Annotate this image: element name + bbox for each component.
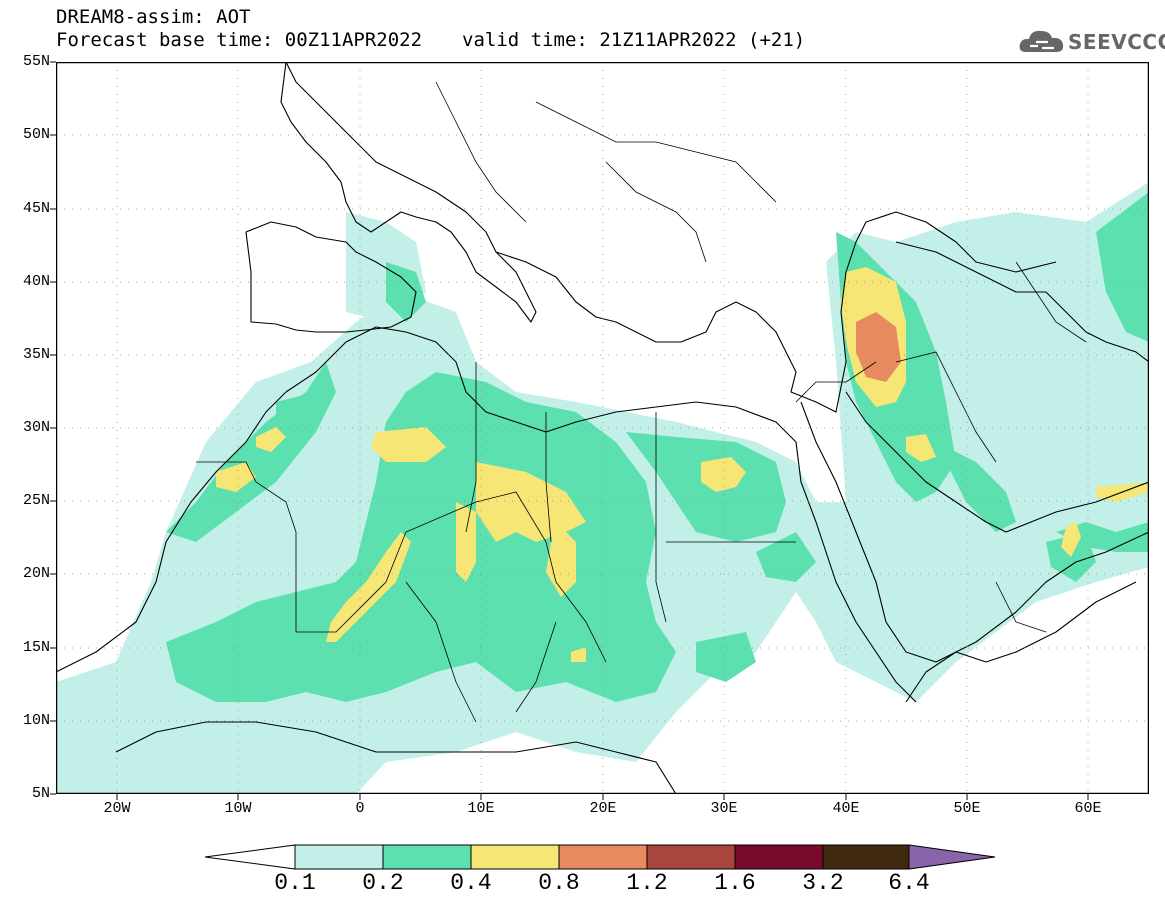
colorbar-low-arrow: [205, 844, 296, 870]
colorbar-label-6: 3.2: [802, 870, 844, 896]
colorbar-label-2: 0.4: [450, 870, 492, 896]
colorbar-label-5: 1.6: [714, 870, 756, 896]
cloud-icon: [1019, 30, 1064, 52]
colorbar-swatch-0: [294, 844, 384, 870]
aot-map: [56, 62, 1149, 794]
forecast-times: Forecast base time: 00Z11APR2022 valid ti…: [56, 30, 805, 50]
lon-label-30e: 30E: [710, 800, 738, 817]
lat-label-20n: 20N: [22, 565, 50, 582]
lat-label-45n: 45N: [22, 200, 50, 217]
lon-label-50e: 50E: [953, 800, 981, 817]
lon-label-20e: 20E: [589, 800, 617, 817]
lat-label-55n: 55N: [22, 53, 50, 70]
lat-label-15n: 15N: [22, 639, 50, 656]
lat-label-25n: 25N: [22, 492, 50, 509]
lat-label-5n: 5N: [31, 785, 50, 802]
colorbar-swatch-3: [558, 844, 648, 870]
colorbar-label-7: 6.4: [888, 870, 930, 896]
coastlines: [56, 62, 1149, 794]
map-title: DREAM8-assim: AOT: [56, 6, 251, 28]
colorbar-label-0: 0.1: [274, 870, 316, 896]
lon-label-0: 0: [355, 800, 365, 817]
colorbar-swatch-2: [470, 844, 560, 870]
lat-label-30n: 30N: [22, 419, 50, 436]
country-borders: [196, 81, 1087, 723]
logo-text: SEEVCCC: [1068, 30, 1165, 54]
lon-label-10e: 10E: [467, 800, 495, 817]
colorbar: [205, 844, 996, 870]
valid-time: valid time: 21Z11APR2022 (+21): [462, 29, 806, 51]
colorbar-swatch-1: [382, 844, 472, 870]
lat-label-35n: 35N: [22, 346, 50, 363]
colorbar-label-3: 0.8: [538, 870, 580, 896]
seevccc-logo: SEEVCCC: [1018, 26, 1165, 56]
lon-label-20w: 20W: [103, 800, 131, 817]
lon-label-60e: 60E: [1074, 800, 1102, 817]
map-frame: [56, 62, 1149, 794]
lat-label-40n: 40N: [22, 273, 50, 290]
colorbar-label-4: 1.2: [626, 870, 668, 896]
colorbar-swatch-6: [822, 844, 910, 870]
base-time: Forecast base time: 00Z11APR2022: [56, 29, 423, 51]
lat-label-50n: 50N: [22, 126, 50, 143]
lon-label-10w: 10W: [224, 800, 252, 817]
lat-label-10n: 10N: [22, 712, 50, 729]
colorbar-swatch-5: [734, 844, 824, 870]
colorbar-label-1: 0.2: [362, 870, 404, 896]
aot-contours: [56, 182, 1149, 794]
lon-label-40e: 40E: [832, 800, 860, 817]
colorbar-swatch-4: [646, 844, 736, 870]
colorbar-high-arrow: [908, 844, 996, 870]
